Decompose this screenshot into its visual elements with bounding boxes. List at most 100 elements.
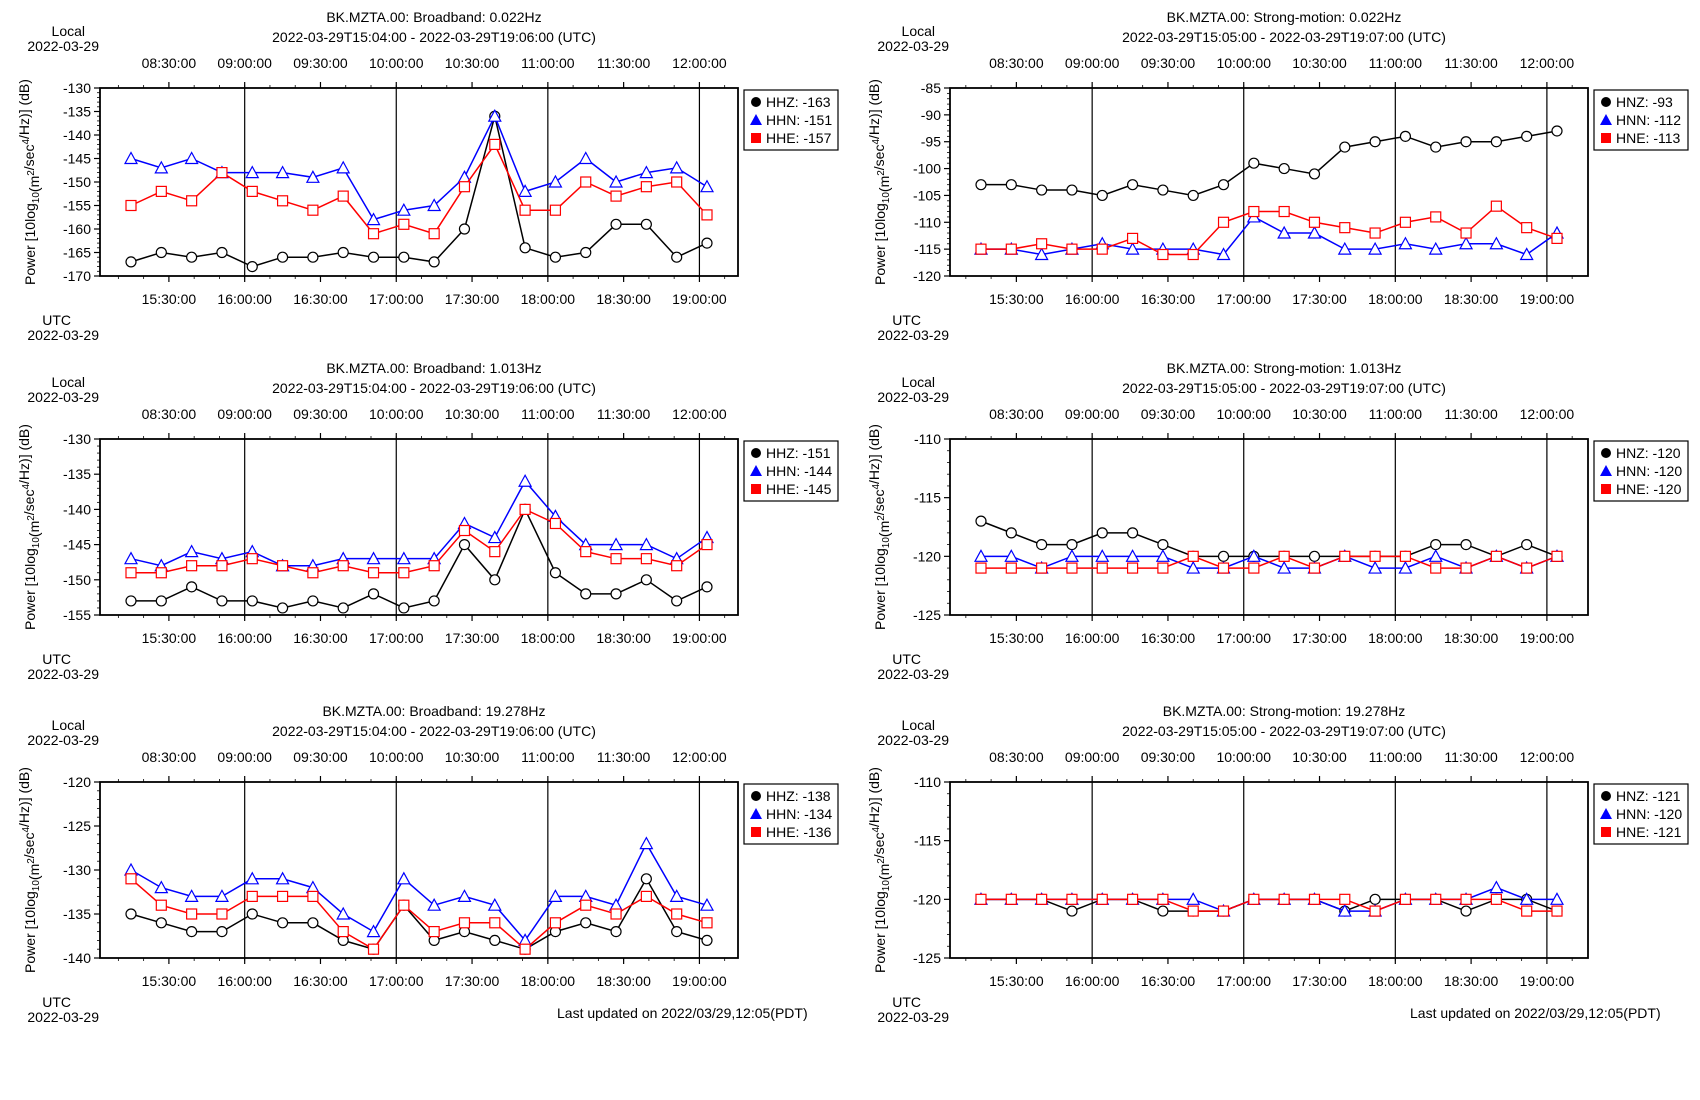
- data-point: [216, 595, 228, 607]
- x-tick-label: 17:30:00: [1292, 630, 1347, 646]
- data-point: [216, 560, 228, 572]
- legend-marker: [751, 133, 761, 143]
- legend-marker: [751, 448, 761, 458]
- data-point: [458, 524, 471, 537]
- data-point: [396, 551, 411, 565]
- data-point: [1398, 236, 1413, 250]
- y-tick-label: -140: [63, 501, 91, 517]
- data-point: [699, 179, 715, 193]
- x-tick-label: 19:00:00: [672, 973, 727, 989]
- data-point: [337, 190, 349, 202]
- data-point: [1064, 549, 1079, 562]
- x-tick-label: 18:00:00: [1368, 291, 1423, 307]
- y-tick-label: -120: [63, 774, 91, 790]
- data-point: [125, 567, 137, 579]
- plot-frame: [949, 438, 1589, 616]
- utc-label: UTC: [892, 994, 921, 1010]
- data-point: [307, 567, 319, 579]
- data-point: [1066, 538, 1078, 551]
- utc-date: 2022-03-29: [877, 666, 949, 682]
- x-tick-label: 16:30:00: [1141, 630, 1196, 646]
- data-point: [1066, 893, 1078, 905]
- series-line-3: [130, 142, 708, 235]
- data-point: [975, 243, 987, 255]
- top-tick-label: 09:30:00: [293, 55, 348, 71]
- data-point: [610, 588, 622, 600]
- data-point: [125, 595, 137, 607]
- data-point: [155, 899, 167, 911]
- legend-marker: [750, 808, 762, 819]
- data-point: [1428, 241, 1443, 255]
- top-tick-label: 08:30:00: [989, 406, 1044, 422]
- legend-marker: [751, 791, 761, 801]
- data-point: [1217, 216, 1230, 228]
- data-point: [336, 160, 351, 174]
- data-point: [428, 228, 440, 240]
- y-tick-label: -140: [63, 950, 91, 966]
- data-point: [246, 185, 258, 197]
- data-point: [671, 925, 683, 938]
- data-point: [1186, 560, 1201, 574]
- local-label: Local: [52, 23, 85, 39]
- utc-date: 2022-03-29: [877, 327, 949, 343]
- x-tick-label: 16:00:00: [1065, 630, 1120, 646]
- data-point: [155, 567, 167, 579]
- plot-frame: [949, 781, 1589, 959]
- x-tick-label: 19:00:00: [1520, 973, 1575, 989]
- data-point: [489, 546, 501, 558]
- chart-panel-5: BK.MZTA.00: Broadband: 19.278Hz 2022-03-2…: [16, 703, 839, 1025]
- data-point: [458, 538, 471, 551]
- top-tick-label: 12:00:00: [672, 749, 727, 765]
- data-point: [671, 176, 683, 188]
- data-point: [367, 228, 380, 240]
- data-point: [1125, 549, 1140, 562]
- top-tick-label: 10:00:00: [369, 749, 424, 765]
- x-tick-label: 19:00:00: [1520, 291, 1575, 307]
- top-tick-label: 08:30:00: [142, 55, 197, 71]
- y-tick-label: -120: [913, 268, 941, 284]
- data-point: [1186, 892, 1201, 905]
- chart-subtitle: 2022-03-29T15:04:00 - 2022-03-29T19:06:0…: [272, 723, 596, 739]
- y-tick-label: -145: [63, 151, 91, 167]
- legend-label: HHZ: -138: [766, 788, 831, 804]
- x-tick-label: 16:30:00: [1141, 291, 1196, 307]
- y-tick-label: -95: [921, 134, 941, 150]
- data-point: [1337, 241, 1352, 255]
- data-point: [1399, 550, 1412, 562]
- data-point: [548, 889, 563, 903]
- y-tick-label: -160: [63, 221, 91, 237]
- data-point: [1521, 562, 1533, 574]
- data-point: [1217, 179, 1230, 191]
- x-tick-label: 17:30:00: [445, 291, 500, 307]
- top-tick-label: 11:00:00: [521, 406, 575, 422]
- data-point: [975, 893, 987, 905]
- data-point: [428, 595, 440, 607]
- data-point: [337, 560, 349, 572]
- y-tick-label: -145: [63, 537, 91, 553]
- series-line-2: [130, 479, 708, 567]
- data-point: [519, 503, 531, 515]
- data-point: [155, 246, 167, 259]
- top-tick-label: 08:30:00: [142, 749, 197, 765]
- y-tick-label: -155: [63, 198, 91, 214]
- data-point: [367, 567, 380, 579]
- chart-subtitle: 2022-03-29T15:04:00 - 2022-03-29T19:06:0…: [272, 29, 596, 45]
- data-point: [580, 176, 592, 188]
- data-point: [1157, 562, 1169, 574]
- chart-title: BK.MZTA.00: Strong-motion: 19.278Hz: [1163, 703, 1406, 719]
- x-tick-label: 18:00:00: [521, 291, 576, 307]
- data-point: [1521, 905, 1533, 917]
- y-tick-label: -140: [63, 127, 91, 143]
- legend-marker: [1601, 791, 1611, 801]
- local-label: Local: [52, 374, 85, 390]
- data-point: [307, 251, 319, 263]
- data-point: [1126, 179, 1139, 191]
- data-point: [669, 160, 684, 174]
- data-point: [1126, 527, 1139, 539]
- data-point: [1369, 227, 1381, 239]
- legend-label: HNE: -120: [1616, 481, 1682, 497]
- x-tick-label: 18:30:00: [596, 630, 651, 646]
- data-point: [1066, 184, 1078, 196]
- data-point: [396, 871, 411, 885]
- data-point: [155, 185, 167, 197]
